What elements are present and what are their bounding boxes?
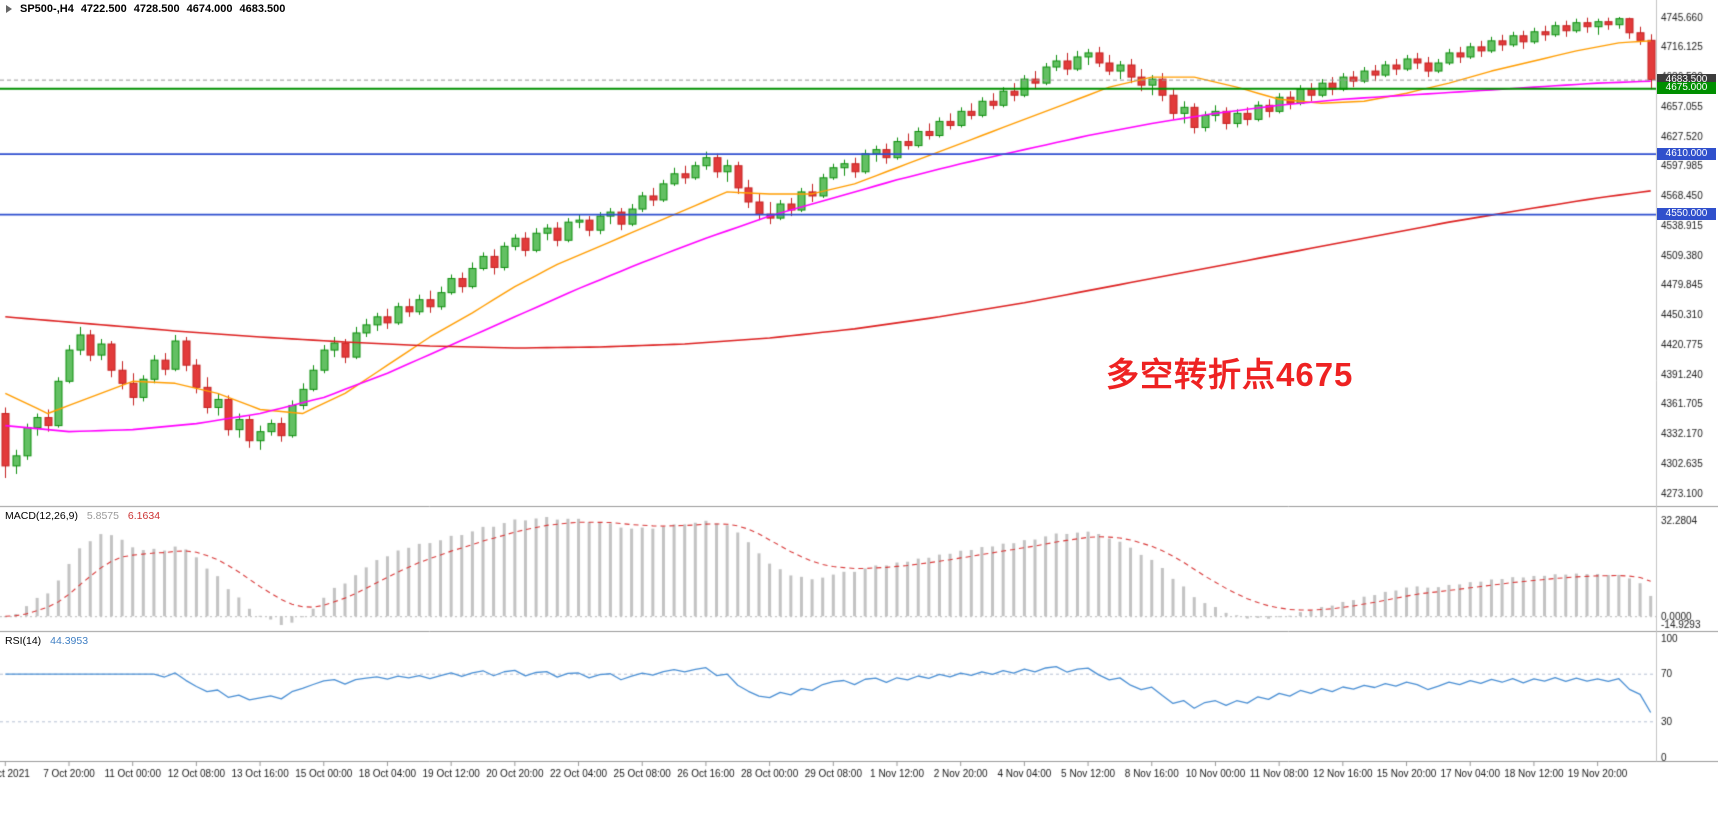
chart-annotation[interactable]: 多空转折点4675 [1106, 356, 1354, 393]
macd-main-value: 5.8575 [86, 510, 119, 522]
price-level-badge-4675.000[interactable]: 4675.000 [1657, 82, 1716, 95]
chart-header: SP500-,H4 4722.500 4728.500 4674.000 468… [6, 3, 285, 15]
price-level-badge-4610.000[interactable]: 4610.000 [1657, 147, 1716, 160]
rsi-indicator-label: RSI(14) 44.3953 [5, 635, 94, 647]
low-value: 4674.000 [186, 3, 233, 15]
macd-signal-value: 6.1634 [127, 510, 161, 522]
macd-name-label: MACD(12,26,9) [5, 510, 78, 522]
price-level-badge-4550.000[interactable]: 4550.000 [1657, 208, 1716, 221]
chart-shift-icon [6, 5, 12, 13]
rsi-name-label: RSI(14) [5, 635, 42, 647]
open-value: 4722.500 [80, 3, 127, 15]
macd-indicator-label: MACD(12,26,9) 5.8575 6.1634 [5, 510, 166, 522]
close-value: 4683.500 [239, 3, 286, 15]
symbol-period-label: SP500-,H4 [20, 3, 74, 15]
rsi-value: 44.3953 [50, 635, 89, 647]
high-value: 4728.500 [133, 3, 180, 15]
